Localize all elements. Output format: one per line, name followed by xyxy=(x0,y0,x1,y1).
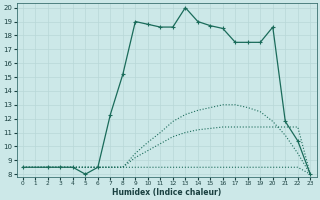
X-axis label: Humidex (Indice chaleur): Humidex (Indice chaleur) xyxy=(112,188,221,197)
